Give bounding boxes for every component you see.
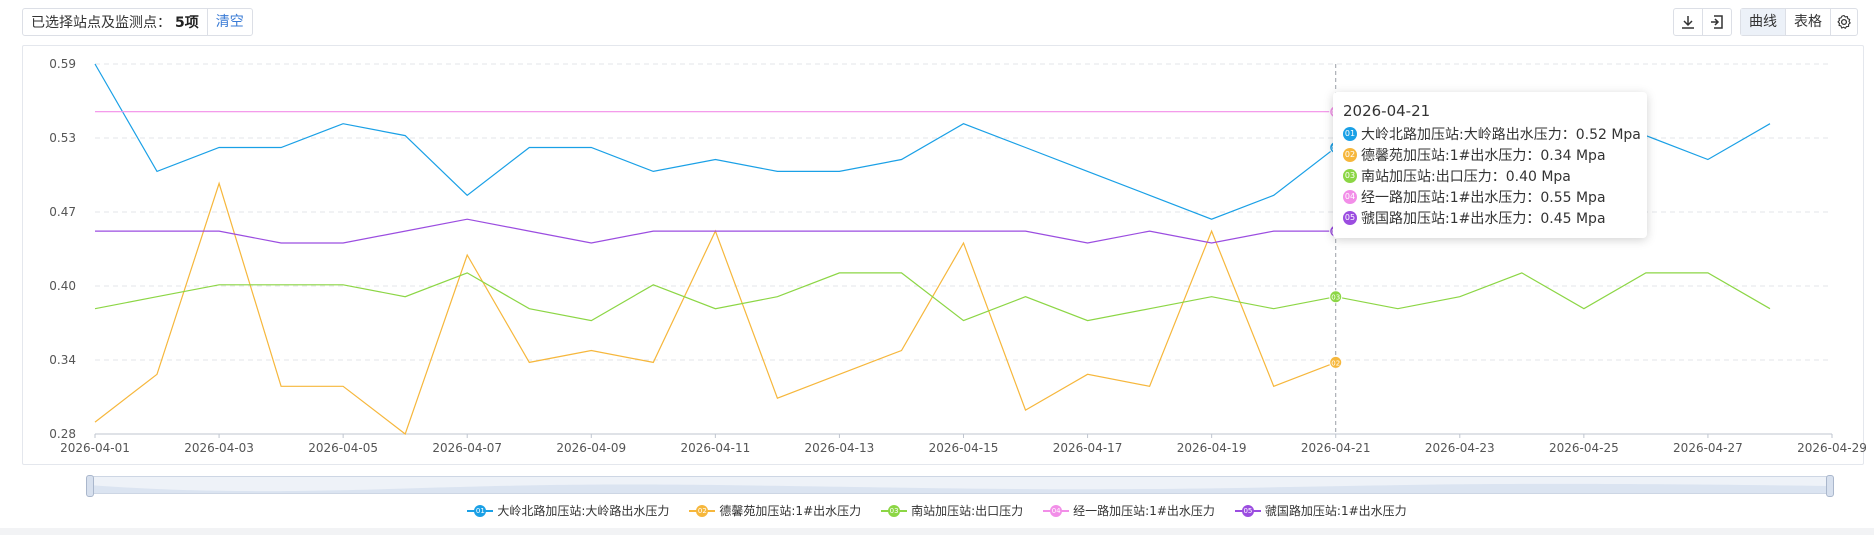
x-tick-label: 2026-04-05 xyxy=(308,441,378,455)
tooltip-date: 2026-04-21 xyxy=(1343,102,1431,120)
data-zoom-slider[interactable] xyxy=(86,475,1834,497)
x-tick-label: 2026-04-01 xyxy=(60,441,130,455)
tooltip-series-badge: 05 xyxy=(1343,210,1357,225)
x-tick-label: 2026-04-09 xyxy=(556,441,626,455)
tooltip-series-badge: 02 xyxy=(1343,147,1357,162)
x-tick-label: 2026-04-11 xyxy=(680,441,750,455)
chart-panel xyxy=(22,45,1864,465)
tooltip-row: 01 大岭北路加压站:大岭路出水压力：0.52 Mpa xyxy=(1343,123,1641,144)
bottom-divider xyxy=(0,528,1874,535)
legend-label: 大岭北路加压站:大岭路出水压力 xyxy=(497,504,670,518)
selection-count: 5项 xyxy=(175,15,199,31)
selection-bar: 已选择站点及监测点： 5项 清空 xyxy=(22,8,253,36)
zoom-preview xyxy=(89,483,1831,493)
tooltip-row-text: 经一路加压站:1#出水压力：0.55 Mpa xyxy=(1361,189,1606,206)
gear-icon[interactable] xyxy=(1830,9,1857,35)
series-line-05 xyxy=(95,218,1336,244)
legend-item-04[interactable]: 04 经一路加压站:1#出水压力 xyxy=(1043,502,1215,519)
tooltip-row: 04 经一路加压站:1#出水压力：0.55 Mpa xyxy=(1343,186,1637,207)
tooltip-row-text: 大岭北路加压站:大岭路出水压力：0.52 Mpa xyxy=(1361,126,1641,143)
y-tick-label: 0.40 xyxy=(49,279,76,293)
legend-marker: 01 xyxy=(467,504,494,517)
curve-view-button[interactable]: 曲线 xyxy=(1741,9,1785,35)
x-tick-label: 2026-04-17 xyxy=(1053,441,1123,455)
chart-legend: 01 大岭北路加压站:大岭路出水压力 02 德馨苑加压站:1#出水压力 03 南站加压站:… xyxy=(0,502,1874,519)
x-tick-label: 2026-04-07 xyxy=(432,441,502,455)
tooltip-row-text: 德馨苑加压站:1#出水压力：0.34 Mpa xyxy=(1361,147,1606,164)
tooltip-series-badge: 01 xyxy=(1343,126,1357,141)
x-tick-label: 2026-04-29 xyxy=(1797,441,1867,455)
export-icon[interactable] xyxy=(1702,9,1731,35)
legend-marker: 03 xyxy=(881,504,908,517)
table-view-button[interactable]: 表格 xyxy=(1785,9,1830,35)
tooltip-row: 03 南站加压站:出口压力：0.40 Mpa xyxy=(1343,165,1637,186)
legend-item-01[interactable]: 01 大岭北路加压站:大岭路出水压力 xyxy=(467,502,669,519)
y-tick-label: 0.34 xyxy=(49,353,76,367)
series-line-03 xyxy=(94,272,1771,322)
zoom-handle-right[interactable] xyxy=(1826,475,1834,497)
legend-label: 虢国路加压站:1#出水压力 xyxy=(1264,504,1407,518)
x-tick-label: 2026-04-03 xyxy=(184,441,254,455)
legend-item-05[interactable]: 05 虢国路加压站:1#出水压力 xyxy=(1234,502,1407,519)
legend-label: 南站加压站:出口压力 xyxy=(911,504,1024,518)
zoom-handle-left[interactable] xyxy=(86,475,94,497)
legend-label: 经一路加压站:1#出水压力 xyxy=(1073,504,1215,518)
view-switch: 曲线 表格 xyxy=(1740,8,1858,36)
series-point-badge: 02 xyxy=(1331,359,1340,367)
series-point-03 xyxy=(1329,290,1343,304)
series-point-badge: 03 xyxy=(1331,294,1340,302)
legend-marker: 02 xyxy=(689,504,716,517)
legend-marker: 04 xyxy=(1043,504,1070,517)
tooltip-row-text: 南站加压站:出口压力：0.40 Mpa xyxy=(1361,168,1571,185)
x-tick-label: 2026-04-13 xyxy=(805,441,875,455)
file-actions xyxy=(1673,8,1732,36)
tooltip-row-text: 虢国路加压站:1#出水压力：0.45 Mpa xyxy=(1361,210,1606,227)
download-icon[interactable] xyxy=(1674,9,1702,35)
x-tick-label: 2026-04-15 xyxy=(929,441,999,455)
y-tick-label: 0.28 xyxy=(49,427,76,441)
clear-button[interactable]: 清空 xyxy=(206,9,252,35)
tooltip-row: 05 虢国路加压站:1#出水压力：0.45 Mpa xyxy=(1343,207,1637,228)
chart-tooltip: 2026-04-21 01 大岭北路加压站:大岭路出水压力：0.52 Mpa 02 德… xyxy=(1333,92,1647,238)
tooltip-row: 02 德馨苑加压站:1#出水压力：0.34 Mpa xyxy=(1343,144,1637,165)
legend-marker: 05 xyxy=(1234,504,1261,517)
y-tick-label: 0.53 xyxy=(49,131,76,145)
x-tick-label: 2026-04-27 xyxy=(1673,441,1743,455)
toolbar: 曲线 表格 xyxy=(1673,8,1858,36)
legend-item-03[interactable]: 03 南站加压站:出口压力 xyxy=(881,502,1023,519)
tooltip-series-badge: 04 xyxy=(1343,189,1357,204)
x-tick-label: 2026-04-25 xyxy=(1549,441,1619,455)
selection-summary: 已选择站点及监测点： 5项 清空 xyxy=(22,8,253,36)
legend-label: 德馨苑加压站:1#出水压力 xyxy=(719,504,862,518)
x-tick-label: 2026-04-19 xyxy=(1177,441,1247,455)
tooltip-series-badge: 03 xyxy=(1343,168,1357,183)
y-tick-label: 0.47 xyxy=(49,205,76,219)
selection-label: 已选择站点及监测点： xyxy=(31,15,171,31)
x-tick-label: 2026-04-21 xyxy=(1301,441,1371,455)
series-point-02 xyxy=(1329,355,1343,369)
y-tick-label: 0.59 xyxy=(49,57,76,71)
legend-item-02[interactable]: 02 德馨苑加压站:1#出水压力 xyxy=(689,502,861,519)
x-tick-label: 2026-04-23 xyxy=(1425,441,1495,455)
